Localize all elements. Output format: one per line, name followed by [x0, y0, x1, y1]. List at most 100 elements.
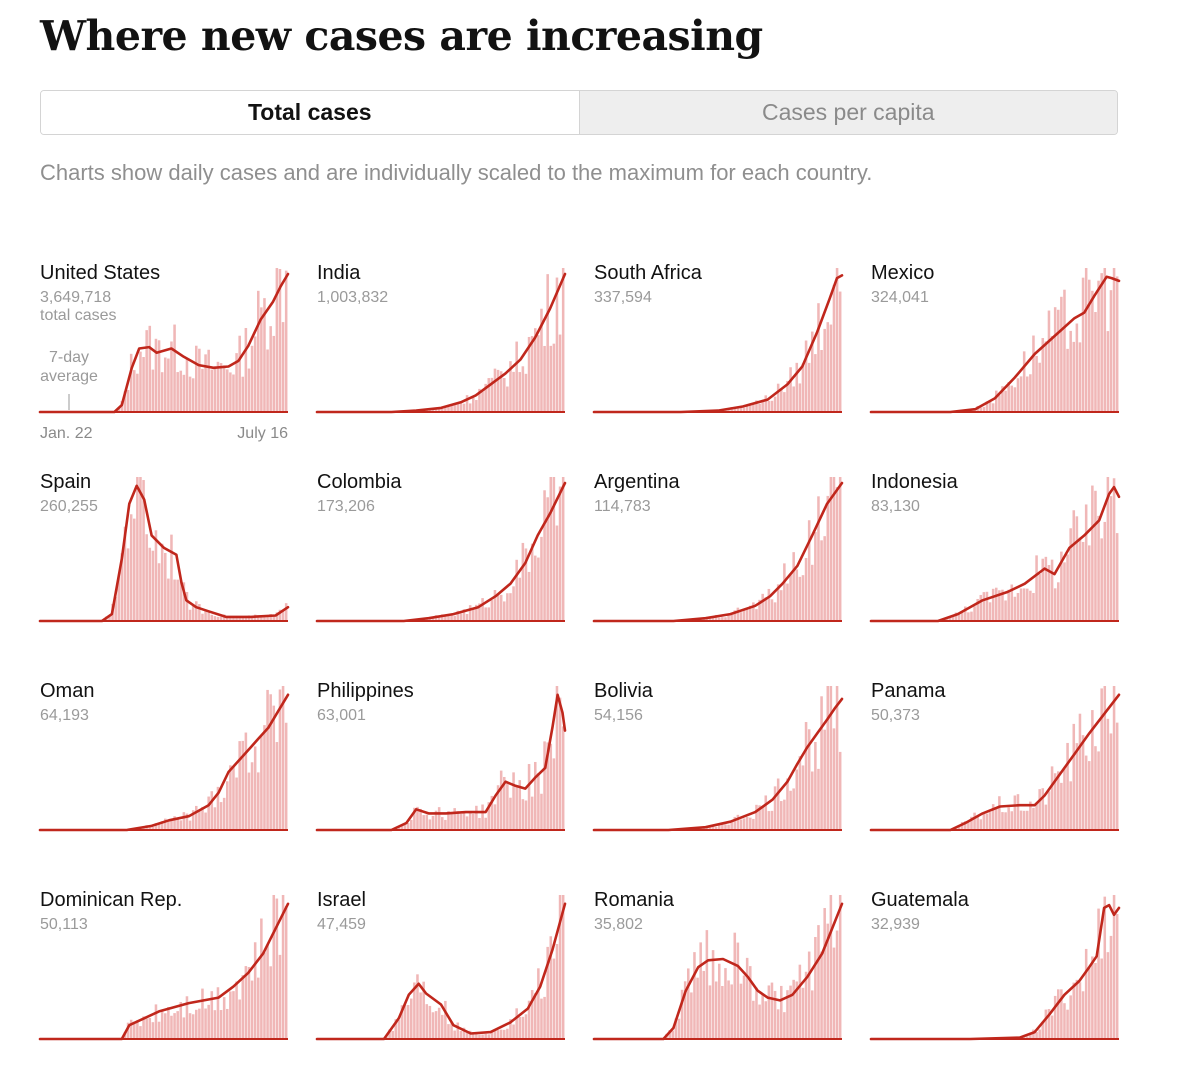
daily-case-bar [1091, 291, 1094, 412]
daily-case-bar [438, 1008, 441, 1039]
daily-case-bar [811, 565, 814, 621]
daily-case-bar [1100, 273, 1103, 412]
country-name: Colombia [317, 471, 401, 494]
daily-case-bar [1054, 996, 1057, 1039]
daily-case-bar [1001, 812, 1004, 830]
daily-case-bar [827, 686, 830, 830]
daily-case-bar [167, 359, 170, 412]
country-name: Indonesia [871, 471, 958, 494]
daily-case-bar [836, 931, 839, 1039]
daily-case-bar [189, 377, 192, 412]
daily-case-bar [469, 812, 472, 830]
daily-case-bar [817, 769, 820, 830]
daily-case-bar [743, 818, 746, 830]
daily-case-bar [706, 930, 709, 1039]
daily-case-bar [836, 487, 839, 621]
daily-case-bar [802, 765, 805, 830]
daily-case-bar [192, 606, 195, 621]
country-chart [871, 680, 1119, 840]
daily-case-bar [1045, 1010, 1048, 1039]
daily-case-bar [1023, 351, 1026, 412]
daily-case-bar [995, 588, 998, 621]
daily-case-bar [429, 819, 432, 830]
daily-case-bar [251, 981, 254, 1039]
daily-case-bar [983, 813, 986, 830]
daily-case-bar [1017, 378, 1020, 412]
daily-case-bar [407, 823, 410, 830]
daily-case-bar [515, 560, 518, 621]
daily-case-bar [687, 968, 690, 1039]
daily-case-bar [537, 773, 540, 830]
daily-case-bar [1107, 331, 1110, 412]
daily-case-bar [266, 690, 269, 830]
daily-case-bar [805, 722, 808, 830]
tab-total-cases[interactable]: Total cases [41, 91, 579, 134]
daily-case-bar [444, 820, 447, 830]
daily-case-bar [808, 952, 811, 1039]
daily-case-bar [830, 325, 833, 412]
daily-case-bar [1026, 811, 1029, 830]
daily-case-bar [839, 292, 842, 412]
daily-case-bar [257, 978, 260, 1039]
daily-case-bar [282, 686, 285, 830]
daily-case-bar [155, 1004, 158, 1039]
daily-case-bar [777, 779, 780, 831]
daily-case-bar [149, 1018, 152, 1039]
daily-case-bar [1100, 688, 1103, 830]
daily-case-bar [285, 723, 288, 830]
daily-case-bar [170, 341, 173, 412]
daily-case-bar [823, 329, 826, 412]
daily-case-bar [497, 1030, 500, 1039]
daily-case-bar [1035, 555, 1038, 621]
daily-case-bar [789, 986, 792, 1039]
daily-case-bar [506, 387, 509, 412]
daily-case-bar [220, 802, 223, 830]
daily-case-bar [1038, 1030, 1041, 1039]
daily-case-bar [512, 772, 515, 830]
daily-case-bar [768, 401, 771, 412]
daily-case-bar [1011, 386, 1014, 412]
daily-case-bar [783, 800, 786, 830]
daily-case-bar [1057, 310, 1060, 412]
daily-case-bar [817, 925, 820, 1039]
daily-case-bar [986, 814, 989, 830]
country-chart [40, 680, 288, 840]
daily-case-bar [170, 1016, 173, 1039]
daily-case-bar [1110, 733, 1113, 830]
daily-case-bar [743, 976, 746, 1039]
country-total-cases: 173,206 [317, 498, 375, 516]
tab-cases-per-capita[interactable]: Cases per capita [579, 91, 1118, 134]
daily-case-bar [1014, 387, 1017, 412]
daily-case-bar [1113, 895, 1116, 1039]
daily-case-bar [534, 556, 537, 621]
daily-case-bar [226, 781, 229, 830]
daily-case-bar [752, 1001, 755, 1039]
daily-case-bar [426, 1004, 429, 1039]
daily-case-bar [1057, 989, 1060, 1039]
daily-case-bar [201, 989, 204, 1039]
country-total-cases: 3,649,718 [40, 289, 111, 307]
daily-case-bar [509, 798, 512, 830]
daily-case-bar [1079, 714, 1082, 830]
daily-case-bar [980, 595, 983, 621]
daily-case-bar [469, 605, 472, 621]
daily-case-bar [161, 544, 164, 621]
daily-case-bar [472, 398, 475, 412]
daily-case-bar [497, 370, 500, 412]
daily-case-bar [792, 788, 795, 830]
daily-case-bar [1097, 281, 1100, 412]
daily-case-bar [550, 744, 553, 830]
daily-case-bar [761, 806, 764, 830]
daily-case-bar [232, 767, 235, 830]
metric-toggle[interactable]: Total cases Cases per capita [40, 90, 1118, 135]
daily-case-bar [559, 487, 562, 621]
country-total-cases: 1,003,832 [317, 289, 388, 307]
daily-case-bar [796, 770, 799, 831]
daily-case-bar [986, 592, 989, 621]
daily-case-bar [155, 530, 158, 621]
